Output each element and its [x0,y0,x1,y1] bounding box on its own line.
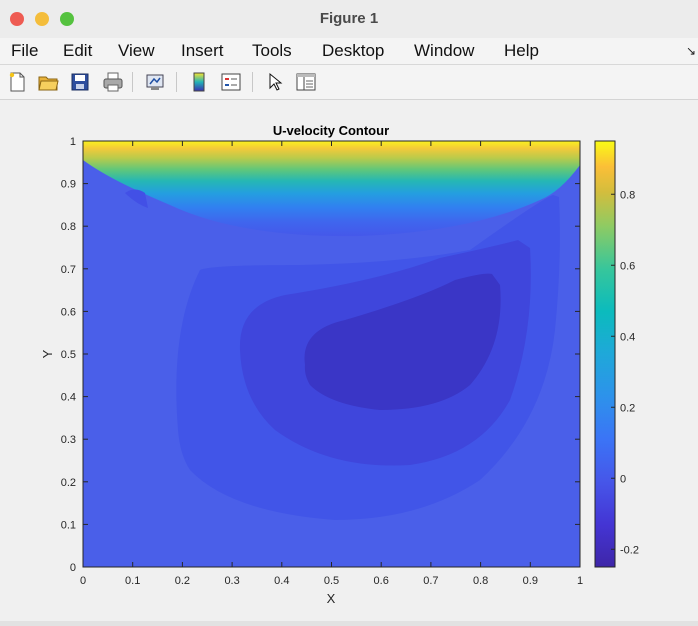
y-axis-ticks: 0 0.1 0.2 0.3 0.4 0.5 0.6 0.7 0.8 0.9 1 [61,136,580,574]
x-tick-label: 0.5 [324,575,339,587]
menu-bar: File Edit View Insert Tools Desktop Wind… [0,38,698,65]
pointer-icon[interactable] [264,71,286,93]
toolbar-separator [176,72,177,92]
colorbar-ticks: -0.2 0 0.2 0.4 0.6 0.8 [611,189,639,556]
x-tick-label: 1 [577,575,583,587]
y-tick-label: 1 [70,136,76,148]
plot-title: U-velocity Contour [273,123,389,138]
x-tick-label: 0.3 [224,575,239,587]
zoom-window-button[interactable] [60,12,74,26]
menu-help[interactable]: Help [504,41,539,60]
colorbar[interactable] [594,140,616,568]
title-bar: Figure 1 [0,0,698,38]
colorbar-tick-label: -0.2 [620,544,639,556]
y-tick-label: 0.6 [61,306,76,318]
x-tick-label: 0.7 [423,575,438,587]
close-window-button[interactable] [10,12,24,26]
y-tick-label: 0.8 [61,221,76,233]
print-icon[interactable] [102,71,124,93]
x-tick-label: 0.1 [125,575,140,587]
y-axis-label: Y [40,349,55,358]
menu-window[interactable]: Window [414,41,475,60]
y-tick-label: 0.9 [61,179,76,191]
menu-edit[interactable]: Edit [63,41,93,60]
y-tick-label: 0.1 [61,519,76,531]
x-axis-label: X [327,591,336,606]
contour-plot[interactable]: 0 0.1 0.2 0.3 0.4 0.5 0.6 0.7 0.8 0.9 1 0 0.1 0.2 0.3… [0,100,698,621]
colorbar-tick-label: 0.4 [620,331,635,343]
y-tick-label: 0.3 [61,434,76,446]
save-icon[interactable] [69,71,91,93]
minimize-window-button[interactable] [35,12,49,26]
x-tick-label: 0.8 [473,575,488,587]
menu-tools[interactable]: Tools [252,41,292,60]
y-tick-label: 0.4 [61,392,76,404]
menu-desktop[interactable]: Desktop [322,41,385,60]
toolbar-separator [252,72,253,92]
window-bottom-edge [0,621,698,626]
colorbar-tick-label: 0.6 [620,260,635,272]
insert-legend-icon[interactable] [220,71,242,93]
x-tick-label: 0 [80,575,86,587]
contour-level-min [304,273,501,410]
property-editor-icon[interactable] [295,71,317,93]
y-tick-label: 0 [70,562,76,574]
menu-view[interactable]: View [118,41,155,60]
dock-arrow-icon[interactable]: ↘ [685,44,696,58]
menu-insert[interactable]: Insert [181,41,224,60]
colorbar-tick-label: 0.2 [620,402,635,414]
x-tick-label: 0.2 [175,575,190,587]
y-tick-label: 0.7 [61,264,76,276]
window-title: Figure 1 [319,10,379,27]
x-axis-ticks: 0 0.1 0.2 0.3 0.4 0.5 0.6 0.7 0.8 0.9 1 [80,141,583,587]
toolbar-separator [132,72,133,92]
contour-field [83,141,580,567]
y-tick-label: 0.5 [61,349,76,361]
contour-lid-layer [83,141,580,237]
figure-toolbar [0,65,698,100]
y-tick-label: 0.2 [61,477,76,489]
figure-canvas[interactable]: 0 0.1 0.2 0.3 0.4 0.5 0.6 0.7 0.8 0.9 1 0 0.1 0.2 0.3… [0,100,698,621]
x-tick-label: 0.6 [374,575,389,587]
contour-corner-eddy [125,189,148,208]
insert-colorbar-icon[interactable] [188,71,210,93]
colorbar-tick-label: 0.8 [620,189,635,201]
link-plot-icon[interactable] [144,71,166,93]
open-file-icon[interactable] [37,71,59,93]
x-tick-label: 0.9 [523,575,538,587]
colorbar-tick-label: 0 [620,473,626,485]
x-tick-label: 0.4 [274,575,289,587]
new-figure-icon[interactable] [6,71,28,93]
menu-file[interactable]: File [11,41,39,60]
